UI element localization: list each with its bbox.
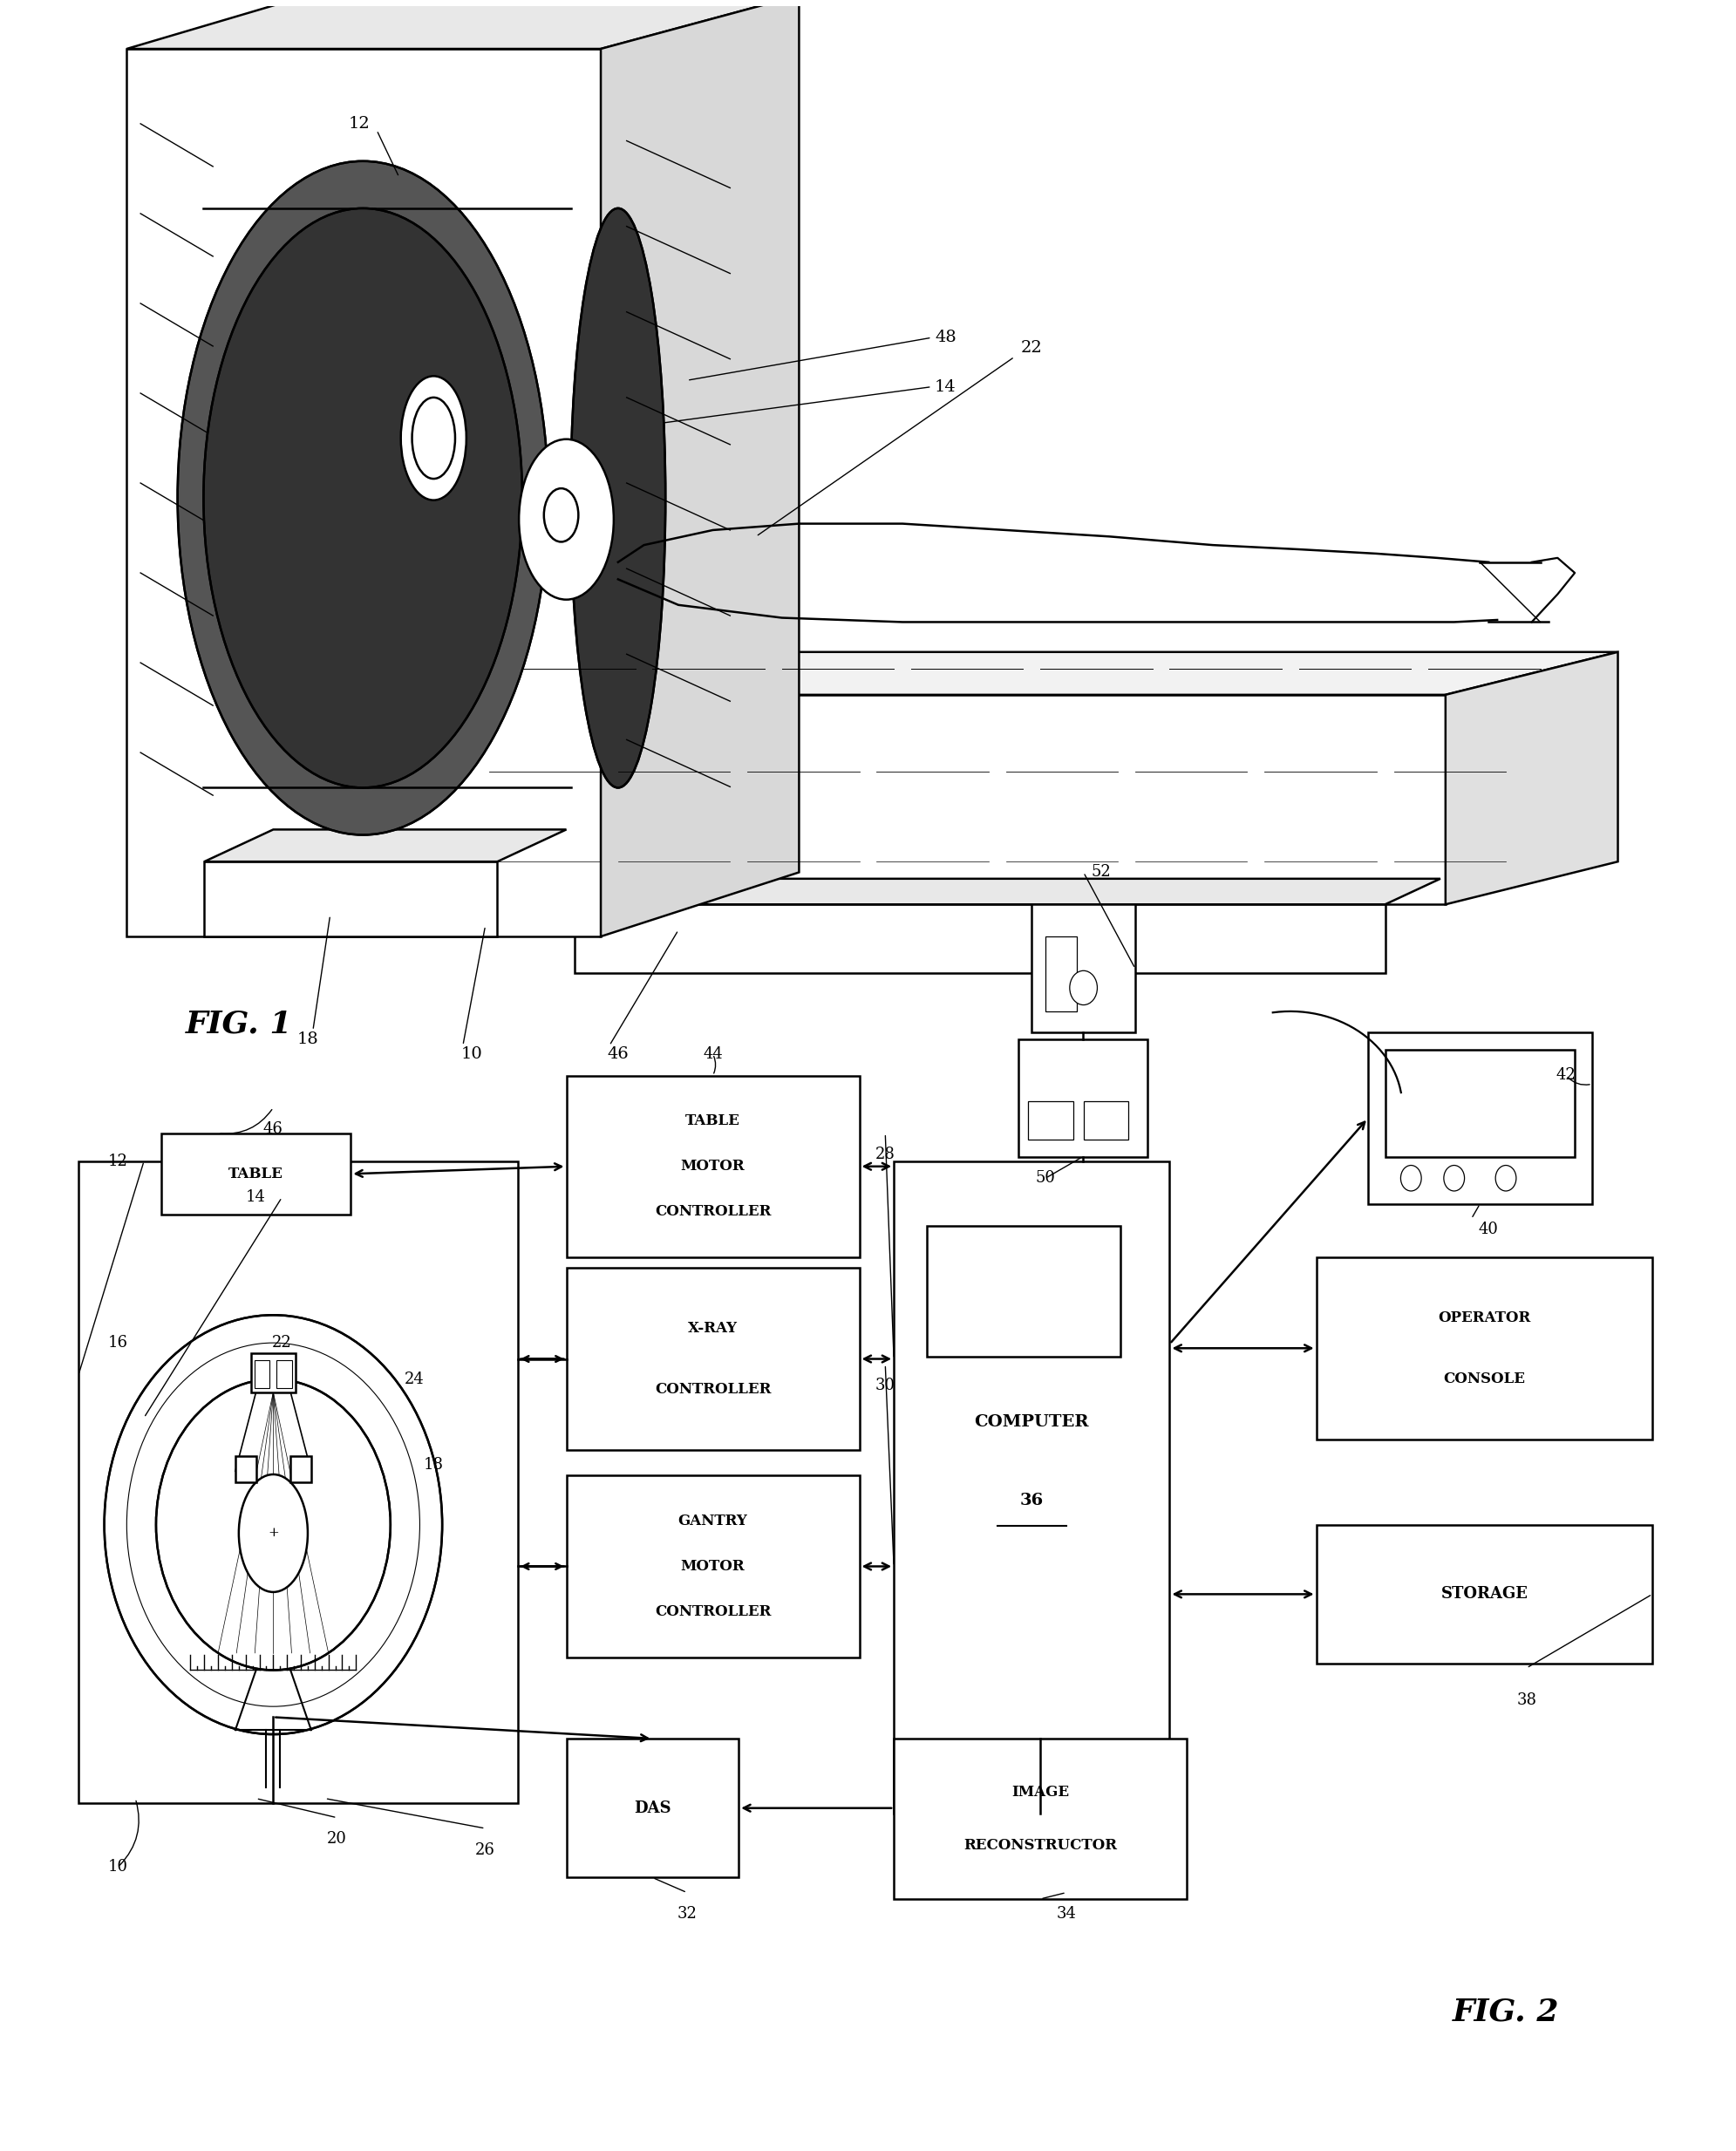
Bar bbox=[1028, 1101, 1073, 1140]
Text: OPERATOR: OPERATOR bbox=[1437, 1310, 1531, 1325]
Text: 18: 18 bbox=[297, 1030, 318, 1048]
Text: 50: 50 bbox=[1036, 1170, 1055, 1185]
Text: 28: 28 bbox=[875, 1146, 896, 1162]
Bar bbox=[1031, 903, 1135, 1032]
Text: +: + bbox=[267, 1527, 279, 1540]
Text: 26: 26 bbox=[476, 1841, 495, 1858]
Polygon shape bbox=[127, 0, 799, 49]
Bar bbox=[78, 1162, 517, 1803]
Bar bbox=[1316, 1258, 1653, 1439]
Text: CONTROLLER: CONTROLLER bbox=[654, 1205, 771, 1220]
Circle shape bbox=[1495, 1166, 1516, 1192]
Text: TABLE: TABLE bbox=[686, 1114, 740, 1129]
Bar bbox=[566, 1476, 859, 1656]
Ellipse shape bbox=[177, 161, 549, 835]
Text: 34: 34 bbox=[1055, 1906, 1076, 1921]
Circle shape bbox=[156, 1379, 391, 1669]
Bar bbox=[276, 1359, 292, 1387]
Polygon shape bbox=[205, 830, 566, 863]
Text: 10: 10 bbox=[108, 1858, 128, 1876]
Text: 46: 46 bbox=[608, 1045, 628, 1063]
Text: 46: 46 bbox=[264, 1121, 283, 1138]
Text: 22: 22 bbox=[1021, 340, 1043, 357]
Text: 36: 36 bbox=[1019, 1493, 1043, 1508]
Text: X-RAY: X-RAY bbox=[687, 1321, 738, 1336]
Text: STORAGE: STORAGE bbox=[1441, 1585, 1528, 1602]
Text: 20: 20 bbox=[326, 1831, 347, 1848]
Text: IMAGE: IMAGE bbox=[1012, 1785, 1069, 1800]
Polygon shape bbox=[575, 903, 1385, 972]
Bar bbox=[1385, 1050, 1575, 1157]
Bar bbox=[1316, 1525, 1653, 1663]
Text: 30: 30 bbox=[875, 1379, 896, 1394]
Text: COMPUTER: COMPUTER bbox=[974, 1413, 1088, 1430]
Text: CONSOLE: CONSOLE bbox=[1443, 1370, 1526, 1385]
Bar bbox=[566, 1076, 859, 1258]
Text: DAS: DAS bbox=[634, 1800, 672, 1815]
Ellipse shape bbox=[411, 398, 455, 480]
Bar bbox=[1045, 936, 1076, 1011]
Ellipse shape bbox=[401, 376, 467, 501]
Polygon shape bbox=[601, 0, 799, 936]
Bar bbox=[253, 1359, 269, 1387]
Text: 44: 44 bbox=[703, 1045, 722, 1063]
Text: 24: 24 bbox=[404, 1372, 425, 1387]
Bar bbox=[236, 1456, 255, 1482]
Text: MOTOR: MOTOR bbox=[681, 1159, 745, 1174]
Text: 14: 14 bbox=[247, 1190, 266, 1205]
Text: 12: 12 bbox=[108, 1153, 128, 1168]
Circle shape bbox=[1444, 1166, 1465, 1192]
Circle shape bbox=[1069, 970, 1097, 1005]
Bar bbox=[566, 1267, 859, 1450]
Ellipse shape bbox=[203, 209, 523, 787]
Polygon shape bbox=[1446, 652, 1618, 903]
Bar bbox=[1368, 1032, 1592, 1205]
Polygon shape bbox=[472, 652, 1618, 695]
Text: 14: 14 bbox=[934, 379, 957, 394]
Polygon shape bbox=[472, 695, 1446, 903]
Text: TABLE: TABLE bbox=[229, 1166, 283, 1181]
Text: 12: 12 bbox=[349, 116, 370, 131]
Text: MOTOR: MOTOR bbox=[681, 1559, 745, 1575]
Bar bbox=[250, 1353, 295, 1392]
Bar bbox=[290, 1456, 311, 1482]
Ellipse shape bbox=[519, 439, 615, 600]
Bar bbox=[1083, 1101, 1128, 1140]
Text: CONTROLLER: CONTROLLER bbox=[654, 1605, 771, 1620]
Text: 48: 48 bbox=[934, 329, 957, 346]
Text: 32: 32 bbox=[677, 1906, 696, 1921]
Text: RECONSTRUCTOR: RECONSTRUCTOR bbox=[963, 1839, 1118, 1852]
Text: FIG. 2: FIG. 2 bbox=[1453, 1998, 1559, 2026]
Polygon shape bbox=[127, 49, 601, 936]
Ellipse shape bbox=[571, 209, 665, 787]
Text: 18: 18 bbox=[424, 1456, 444, 1473]
Text: FIG. 1: FIG. 1 bbox=[186, 1009, 292, 1039]
Bar bbox=[894, 1738, 1187, 1899]
Bar bbox=[1017, 1039, 1147, 1157]
Text: 22: 22 bbox=[273, 1336, 292, 1351]
Polygon shape bbox=[205, 863, 496, 936]
Ellipse shape bbox=[240, 1473, 307, 1592]
Text: CONTROLLER: CONTROLLER bbox=[654, 1381, 771, 1396]
Circle shape bbox=[1401, 1166, 1422, 1192]
Text: 38: 38 bbox=[1517, 1693, 1536, 1708]
Text: 16: 16 bbox=[108, 1336, 128, 1351]
Text: 10: 10 bbox=[460, 1045, 483, 1063]
Bar bbox=[894, 1162, 1170, 1813]
Ellipse shape bbox=[543, 488, 578, 542]
Circle shape bbox=[104, 1314, 443, 1734]
Text: 40: 40 bbox=[1479, 1222, 1498, 1237]
Text: 42: 42 bbox=[1555, 1067, 1576, 1084]
Text: 52: 52 bbox=[1090, 865, 1111, 880]
Bar bbox=[927, 1226, 1120, 1357]
Text: GANTRY: GANTRY bbox=[679, 1514, 748, 1529]
Bar bbox=[161, 1134, 351, 1215]
Polygon shape bbox=[575, 880, 1441, 903]
Bar bbox=[566, 1738, 740, 1878]
